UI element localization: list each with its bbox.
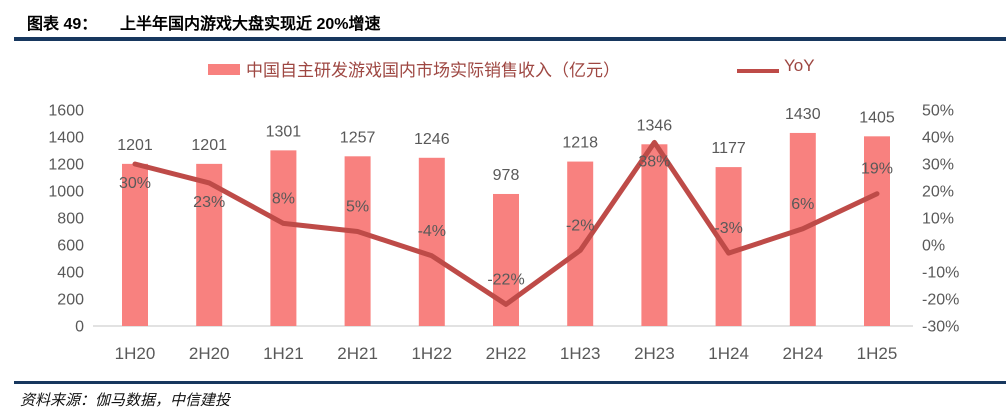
bar-1H25	[864, 136, 890, 326]
left-axis-tick-label: 1000	[48, 184, 84, 201]
left-axis-tick-label: 200	[57, 292, 84, 309]
yoy-value-label: 6%	[791, 196, 814, 213]
bar-value-label: 1177	[711, 140, 746, 157]
figure-header: 图表 49： 上半年国内游戏大盘实现近 20%增速	[0, 8, 1006, 34]
yoy-value-label: 38%	[638, 153, 670, 170]
header-divider-rule	[14, 37, 1006, 41]
x-axis-tick-label: 1H25	[857, 344, 898, 363]
yoy-line	[132, 139, 880, 307]
bar-1H20	[122, 163, 148, 326]
right-axis-tick-label: 40%	[922, 130, 954, 147]
legend-yoy-label: YoY	[784, 56, 815, 75]
bar-value-label: 1201	[191, 137, 227, 154]
bar-1H21	[270, 150, 297, 326]
left-axis-tick-label: 800	[57, 211, 84, 228]
yoy-value-label: 5%	[346, 199, 369, 216]
x-axis-tick-label: 1H23	[560, 344, 601, 363]
yoy-value-label: -2%	[566, 217, 594, 234]
legend-bar-swatch	[208, 64, 240, 75]
x-axis-tick-label: 1H21	[263, 344, 304, 363]
right-axis-tick-label: 50%	[922, 103, 954, 120]
x-axis-tick-label: 1H22	[411, 344, 452, 363]
right-axis-tick-label: -30%	[922, 319, 959, 336]
left-axis-tick-label: 600	[57, 238, 84, 255]
bar-value-label: 1257	[340, 129, 376, 146]
right-axis-tick-label: 0%	[922, 238, 945, 255]
left-axis-tick-label: 400	[57, 265, 84, 282]
bar-value-label: 1246	[414, 131, 450, 148]
bar-value-label: 1346	[637, 117, 673, 134]
x-axis-tick-label: 1H24	[708, 344, 749, 363]
left-axis-tick-label: 1600	[48, 103, 84, 120]
right-axis-tick-label: 20%	[922, 184, 954, 201]
right-axis-tick-label: -10%	[922, 265, 959, 282]
bar-value-label: 978	[493, 167, 520, 184]
x-axis-tick-label: 2H21	[337, 344, 378, 363]
x-axis-tick-label: 1H20	[115, 344, 156, 363]
bar-1H23	[567, 161, 594, 326]
right-axis-tick-label: 30%	[922, 157, 954, 174]
footer-divider-rule	[14, 381, 1006, 384]
bar-2H21	[344, 156, 371, 326]
left-axis-tick-label: 1400	[48, 130, 84, 147]
yoy-value-label: 8%	[272, 190, 295, 207]
x-axis-tick-label: 2H20	[189, 344, 230, 363]
left-axis-tick-label: 1200	[48, 157, 84, 174]
x-axis-tick-label: 2H22	[486, 344, 527, 363]
yoy-value-label: -4%	[418, 223, 446, 240]
yoy-value-label: -3%	[714, 220, 742, 237]
bar-value-label: 1201	[117, 137, 153, 154]
yoy-value-label: 23%	[193, 194, 225, 211]
yoy-value-label: -22%	[487, 271, 524, 288]
bar-1H22	[418, 157, 445, 326]
bar-2H20	[196, 163, 223, 326]
x-axis-tick-label: 2H24	[782, 344, 823, 363]
x-axis-tick-label: 2H23	[634, 344, 675, 363]
legend-bar-series-label: 中国自主研发游戏国内市场实际销售收入（亿元）	[246, 61, 620, 80]
legend-line-swatch	[737, 69, 779, 73]
right-axis-tick-label: -20%	[922, 292, 959, 309]
bar-1H24	[715, 167, 742, 326]
right-axis-tick-label: 10%	[922, 211, 954, 228]
figure-title: 上半年国内游戏大盘实现近 20%增速	[120, 16, 381, 33]
bar-2H23	[641, 144, 668, 326]
bar-value-label: 1430	[785, 106, 821, 123]
bar-value-label: 1218	[562, 135, 598, 152]
bar-value-label: 1301	[266, 123, 302, 140]
figure-number-label: 图表 49：	[27, 16, 98, 33]
bar-value-label: 1405	[859, 109, 895, 126]
source-note: 资料来源：伽马数据，中信建投	[20, 393, 231, 409]
yoy-value-label: 19%	[861, 161, 893, 178]
left-axis-tick-label: 0	[75, 319, 84, 336]
yoy-value-label: 30%	[119, 175, 151, 192]
